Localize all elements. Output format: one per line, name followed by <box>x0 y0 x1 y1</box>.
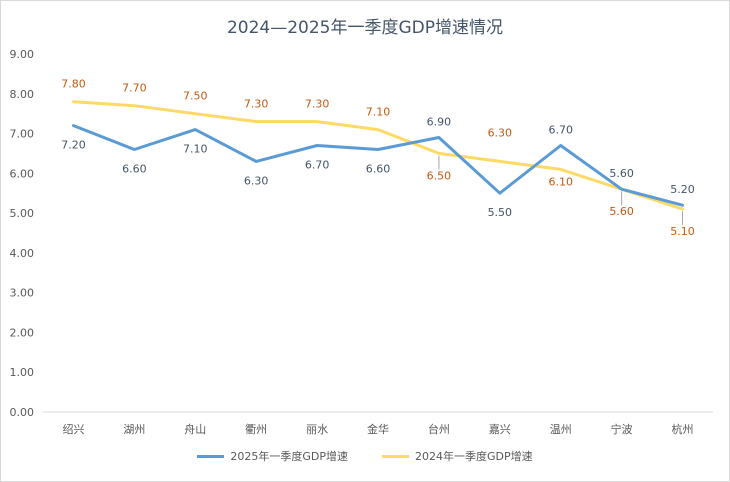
legend-item-2024: 2024年一季度GDP增速 <box>382 448 533 464</box>
x-tick-label: 衢州 <box>245 423 267 436</box>
y-tick-label: 2.00 <box>10 326 35 339</box>
data-label-2024: 6.10 <box>548 175 573 188</box>
data-label-2025: 5.50 <box>488 206 513 219</box>
x-tick-label: 嘉兴 <box>489 422 511 436</box>
data-label-2025: 6.30 <box>244 174 269 187</box>
data-label-2024: 7.30 <box>305 98 330 111</box>
x-tick-label: 杭州 <box>672 422 694 436</box>
data-label-2024: 7.30 <box>244 98 269 111</box>
y-tick-label: 6.00 <box>10 167 35 180</box>
data-label-2024: 7.80 <box>61 78 86 91</box>
y-tick-label: 4.00 <box>10 247 35 260</box>
legend-label-2024: 2024年一季度GDP增速 <box>415 450 533 463</box>
y-tick-label: 9.00 <box>10 48 35 61</box>
x-tick-label: 宁波 <box>611 422 633 436</box>
x-tick-label: 金华 <box>367 422 389 436</box>
data-label-2025: 6.60 <box>122 162 147 175</box>
data-label-2025: 6.90 <box>427 116 452 129</box>
data-label-2024: 7.10 <box>366 106 391 119</box>
data-label-2025: 5.20 <box>670 183 695 196</box>
data-label-2025: 7.10 <box>183 143 208 156</box>
y-tick-label: 0.00 <box>10 406 35 419</box>
data-label-2024: 6.50 <box>427 169 452 182</box>
series-line-2025 <box>72 124 684 207</box>
y-tick-label: 1.00 <box>10 366 35 379</box>
legend-swatch-2025 <box>197 454 225 458</box>
data-label-2025: 5.60 <box>609 167 634 180</box>
x-tick-label: 温州 <box>550 423 572 436</box>
data-label-2024: 7.50 <box>183 90 208 103</box>
y-tick-label: 3.00 <box>10 287 35 300</box>
data-label-2025: 6.70 <box>548 123 573 136</box>
y-tick-label: 7.00 <box>10 128 35 141</box>
data-label-2025: 7.20 <box>61 139 86 152</box>
x-tick-label: 舟山 <box>184 422 206 436</box>
x-tick-label: 绍兴 <box>62 422 84 436</box>
data-label-2024: 7.70 <box>122 82 147 95</box>
data-label-2025: 6.70 <box>305 158 330 171</box>
legend: 2025年一季度GDP增速 2024年一季度GDP增速 <box>1 448 729 464</box>
chart-title: 2024—2025年一季度GDP增速情况 <box>226 18 504 38</box>
data-label-2025: 6.60 <box>366 162 391 175</box>
x-tick-label: 台州 <box>428 422 450 436</box>
series-line-2024 <box>72 100 684 211</box>
legend-label-2025: 2025年一季度GDP增速 <box>230 450 348 463</box>
x-tick-label: 湖州 <box>123 423 145 436</box>
data-label-2024: 5.60 <box>609 205 634 218</box>
data-label-2024: 5.10 <box>670 225 695 238</box>
legend-swatch-2024 <box>382 454 409 458</box>
legend-item-2025: 2025年一季度GDP增速 <box>197 448 348 464</box>
y-tick-label: 8.00 <box>10 88 35 101</box>
data-label-2024: 6.30 <box>488 126 513 139</box>
y-tick-label: 5.00 <box>10 207 35 220</box>
x-tick-label: 丽水 <box>306 423 328 436</box>
